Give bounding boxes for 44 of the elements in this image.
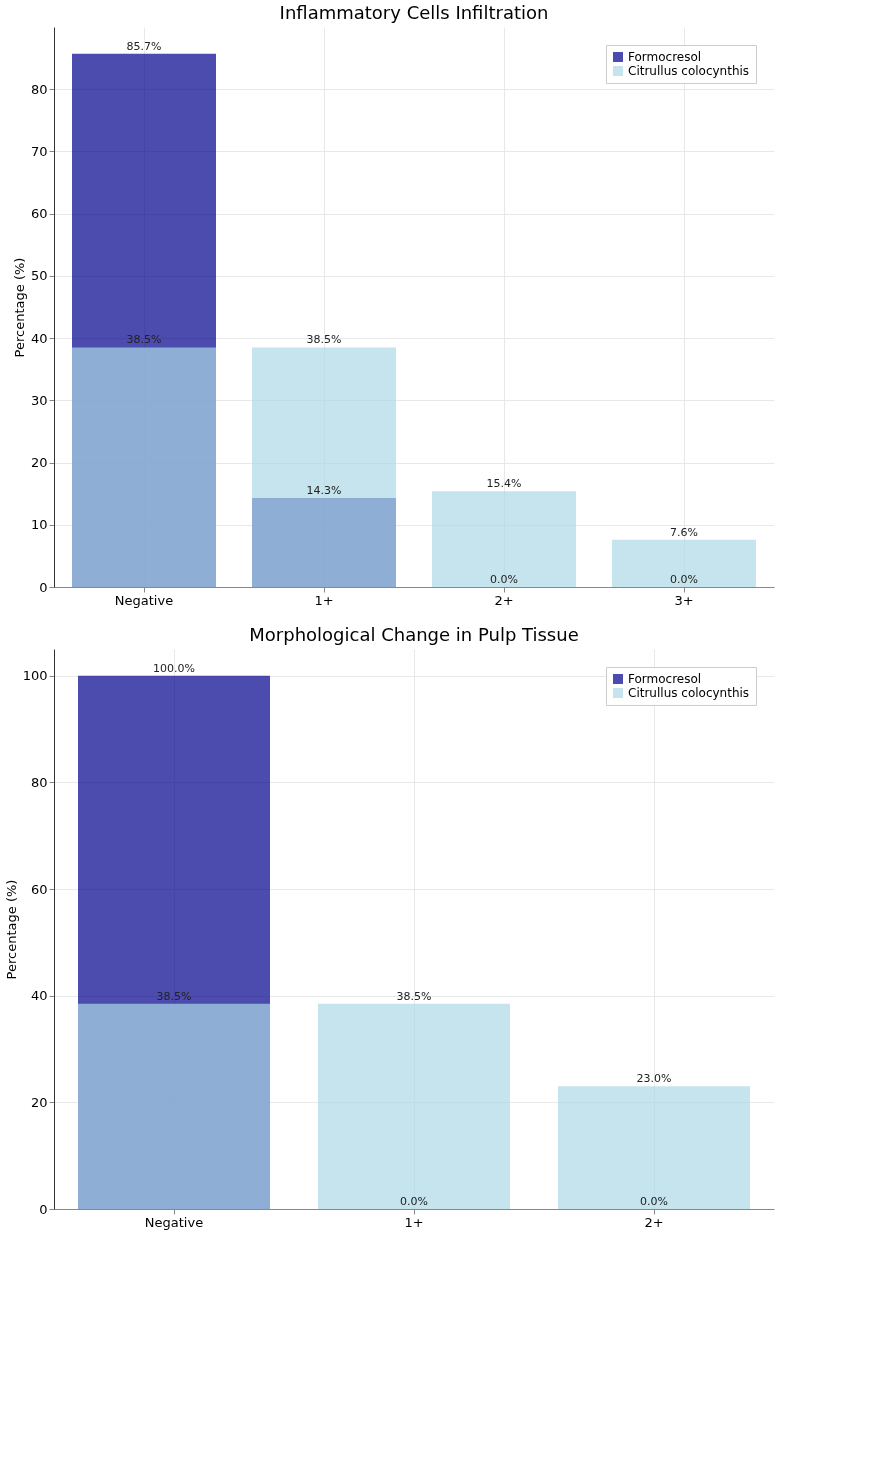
data-label: 14.3% <box>306 484 342 498</box>
x-tick-label: Negative <box>144 1214 204 1230</box>
chart-title: Morphological Change in Pulp Tissue <box>249 624 579 645</box>
data-label: 100.0% <box>153 661 195 675</box>
data-label: 38.5% <box>126 333 162 347</box>
data-label: 15.4% <box>486 477 522 491</box>
x-tick-label: Negative <box>114 592 174 608</box>
x-tick-label: 1+ <box>404 1214 424 1230</box>
y-tick-label: 20 <box>30 455 48 471</box>
y-tick-label: 50 <box>30 268 48 284</box>
y-tick-label: 80 <box>30 774 48 790</box>
legend-label: Formocresol <box>628 50 702 64</box>
data-label: 7.6% <box>670 525 698 539</box>
y-tick-label: 70 <box>30 143 48 159</box>
data-label: 38.5% <box>306 333 342 347</box>
data-label: 0.0% <box>400 1195 428 1208</box>
y-tick-label: 20 <box>30 1094 48 1110</box>
legend-label: Formocresol <box>628 672 702 686</box>
y-axis-title: Percentage (%) <box>11 257 27 358</box>
data-label: 38.5% <box>156 989 192 1003</box>
data-label: 85.7% <box>126 39 162 53</box>
y-tick-label: 60 <box>30 206 48 222</box>
y-tick-label: 60 <box>30 881 48 897</box>
y-tick-label: 80 <box>30 81 48 97</box>
y-tick-label: 100 <box>22 668 48 684</box>
chart-title: Inflammatory Cells Infiltration <box>279 2 549 23</box>
y-tick-label: 0 <box>39 1201 48 1217</box>
y-tick-label: 10 <box>30 517 48 533</box>
data-label: 0.0% <box>640 1195 668 1208</box>
data-label: 0.0% <box>670 573 698 586</box>
y-tick-label: 30 <box>30 392 48 408</box>
legend-label: Citrullus colocynthis <box>628 686 750 700</box>
data-label: 23.0% <box>636 1072 672 1086</box>
y-axis-title: Percentage (%) <box>3 879 19 980</box>
x-tick-label: 1+ <box>314 592 334 608</box>
x-tick-label: 3+ <box>674 592 694 608</box>
legend-label: Citrullus colocynthis <box>628 64 750 78</box>
x-tick-label: 2+ <box>494 592 514 608</box>
y-tick-label: 0 <box>39 579 48 595</box>
x-tick-label: 2+ <box>644 1214 664 1230</box>
data-label: 38.5% <box>396 989 432 1003</box>
y-tick-label: 40 <box>30 330 48 346</box>
data-label: 0.0% <box>490 573 518 586</box>
y-tick-label: 40 <box>30 988 48 1004</box>
